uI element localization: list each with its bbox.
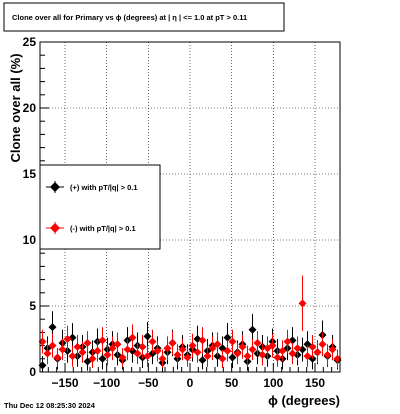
data-point: [143, 352, 152, 361]
data-point: [163, 344, 172, 353]
data-point: [138, 342, 147, 351]
data-point: [173, 350, 182, 359]
data-point: [228, 337, 237, 346]
data-point: [108, 344, 117, 353]
legend: (+) with pT/|q| > 0.1 (-) with pT/|q| > …: [39, 164, 161, 250]
data-point: [288, 349, 297, 358]
data-point: [273, 353, 282, 362]
y-axis-label: Clone over all (%): [8, 53, 23, 162]
data-point: [158, 354, 167, 363]
data-point: [238, 342, 247, 351]
data-point: [143, 332, 152, 341]
data-point: [153, 346, 162, 355]
data-point: [198, 336, 207, 345]
data-series: [38, 275, 342, 372]
title-box: [3, 2, 285, 32]
data-point: [203, 352, 212, 361]
footer-timestamp: Thu Dec 12 08:25:30 2024: [4, 401, 96, 410]
series-negative: [38, 275, 342, 369]
data-point: [268, 341, 277, 350]
data-point: [323, 350, 332, 359]
data-point: [133, 349, 142, 358]
data-point: [83, 338, 92, 347]
data-point: [88, 354, 97, 363]
y-tick-label: 25: [23, 35, 37, 49]
y-tick-label: 0: [29, 365, 36, 379]
data-point: [308, 342, 317, 351]
series-positive: [38, 311, 342, 372]
data-point: [223, 333, 232, 342]
data-point: [103, 350, 112, 359]
data-point: [98, 354, 107, 363]
data-point: [208, 344, 217, 353]
data-point: [63, 335, 72, 343]
x-tick-label: −100: [93, 376, 120, 390]
y-tick-label: 5: [29, 299, 36, 313]
x-tick-label: 150: [305, 376, 325, 390]
y-tick-label: 15: [23, 167, 37, 181]
data-point: [233, 349, 242, 358]
data-point: [48, 341, 57, 350]
y-tick-labels: 0 5 10 15 20 25: [23, 35, 37, 379]
data-point: [118, 353, 127, 362]
data-point: [168, 338, 177, 347]
data-point: [68, 352, 77, 361]
data-point: [123, 345, 132, 354]
data-point: [193, 348, 202, 357]
data-point: [98, 336, 107, 345]
x-tick-label: 0: [187, 376, 194, 390]
legend-label-negative: (-) with pT/|q| > 0.1: [70, 224, 136, 233]
x-tick-label: −150: [51, 376, 78, 390]
data-point: [283, 337, 292, 346]
data-point: [253, 338, 262, 347]
data-point: [93, 346, 102, 355]
data-point: [183, 353, 192, 362]
data-point: [198, 356, 207, 365]
legend-box: [39, 164, 161, 250]
data-point: [73, 342, 82, 351]
y-tick-label: 10: [23, 233, 37, 247]
data-point: [53, 353, 62, 362]
x-tick-label: −50: [138, 376, 159, 390]
data-point: [148, 337, 157, 346]
chart-title: Clone over all for Primary vs ϕ (degrees…: [12, 13, 247, 22]
data-point: [43, 349, 52, 358]
data-point: [113, 340, 122, 349]
x-tick-label: 100: [263, 376, 283, 390]
data-point: [313, 348, 322, 357]
data-point: [128, 333, 137, 342]
data-point: [178, 345, 187, 354]
data-point: [58, 345, 67, 354]
data-point: [248, 345, 257, 354]
x-axis-label: ϕ (degrees): [268, 393, 340, 408]
data-point: [213, 340, 222, 349]
data-point: [328, 345, 337, 354]
y-tick-label: 20: [23, 101, 37, 115]
data-point: [298, 299, 307, 308]
data-point: [188, 341, 197, 350]
legend-label-positive: (+) with pT/|q| > 0.1: [70, 183, 138, 192]
legend-marker-negative: [50, 223, 60, 233]
data-point: [318, 340, 327, 349]
x-tick-labels: −150 −100 −50 0 50 100 150: [51, 376, 325, 390]
data-point: [293, 344, 302, 353]
legend-marker-positive: [50, 182, 60, 192]
data-point: [48, 323, 57, 332]
data-point: [218, 354, 227, 363]
data-point: [258, 350, 267, 359]
data-point: [303, 352, 312, 361]
data-point: [228, 353, 237, 362]
data-point: [223, 346, 232, 355]
data-point: [278, 346, 287, 355]
data-point: [248, 325, 257, 334]
x-tick-label: 50: [225, 376, 239, 390]
data-point: [78, 348, 87, 357]
data-point: [243, 352, 252, 361]
